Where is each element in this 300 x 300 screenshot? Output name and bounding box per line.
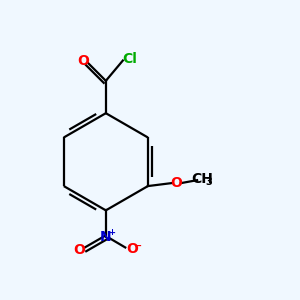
Text: Cl: Cl [122, 52, 137, 66]
Text: O: O [77, 54, 89, 68]
Text: 3: 3 [206, 177, 212, 187]
Text: O: O [74, 243, 85, 257]
Text: N: N [100, 230, 112, 244]
Text: +: + [108, 228, 115, 237]
Text: CH: CH [191, 172, 213, 186]
Text: O: O [126, 242, 138, 256]
Text: −: − [134, 241, 142, 251]
Text: O: O [170, 176, 182, 190]
